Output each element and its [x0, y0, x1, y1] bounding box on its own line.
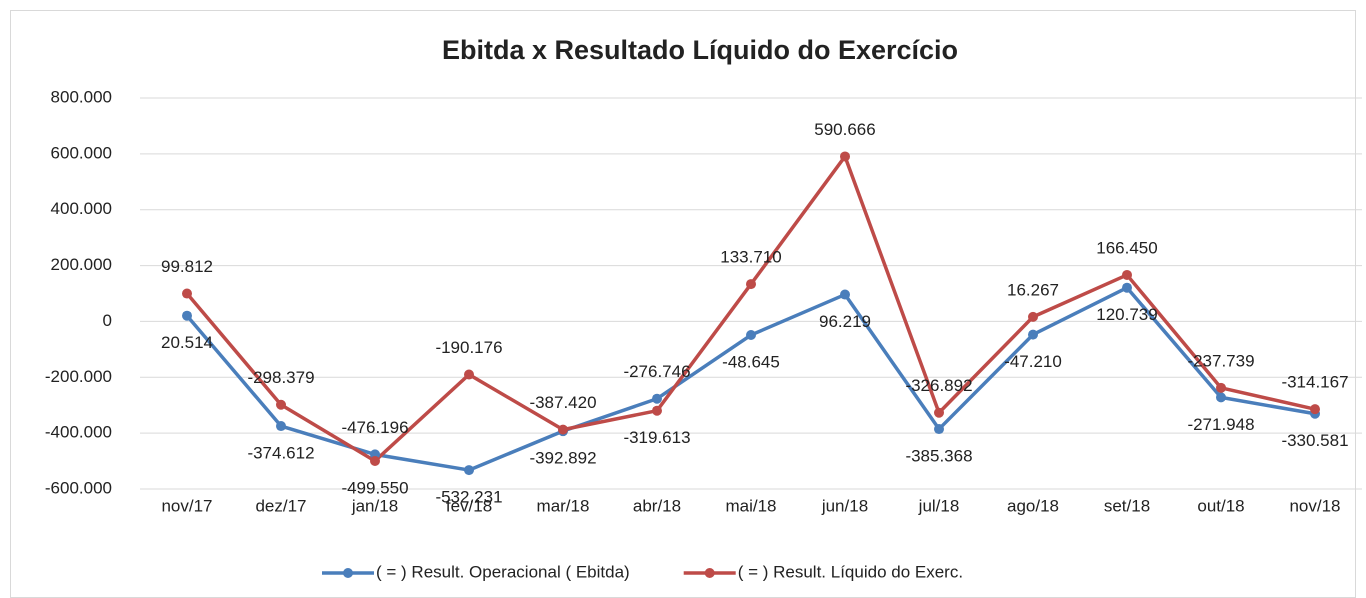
x-tick-label: out/18 [1197, 496, 1244, 515]
data-point [276, 421, 286, 432]
x-tick-label: mar/18 [537, 496, 590, 515]
data-point [840, 289, 850, 300]
legend-marker [704, 568, 715, 578]
data-point [1216, 392, 1226, 403]
x-tick-label: ago/18 [1007, 496, 1059, 515]
data-label: -532.231 [435, 488, 502, 507]
data-point [1122, 282, 1132, 293]
data-label: -326.892 [905, 376, 972, 395]
chart-title: Ebitda x Resultado Líquido do Exercício [442, 35, 958, 65]
data-label: -374.612 [247, 444, 314, 463]
x-tick-label: fev/18 [446, 496, 492, 515]
x-tick-label: nov/18 [1289, 496, 1340, 515]
data-label: 99.812 [161, 257, 213, 276]
data-label: -330.581 [1281, 431, 1348, 450]
x-tick-label: dez/17 [255, 496, 306, 515]
data-point [934, 424, 944, 435]
y-tick-label: 600.000 [51, 143, 112, 162]
data-label: -499.550 [341, 478, 408, 497]
data-label: -48.645 [722, 352, 780, 371]
y-tick-label: 0 [103, 311, 112, 330]
data-label: -47.210 [1004, 352, 1062, 371]
data-label: -476.196 [341, 418, 408, 437]
x-tick-label: jan/18 [351, 496, 398, 515]
data-label: -276.746 [623, 362, 690, 381]
data-label: 590.666 [814, 120, 875, 139]
data-point [464, 369, 474, 380]
data-point [1310, 404, 1320, 415]
y-tick-label: 400.000 [51, 199, 112, 218]
legend-label: ( = ) Result. Operacional ( Ebitda) [376, 562, 630, 581]
data-label: 133.710 [720, 248, 781, 267]
data-point [558, 424, 568, 435]
data-point [182, 288, 192, 299]
x-tick-label: set/18 [1104, 496, 1150, 515]
data-label: -387.420 [529, 393, 596, 412]
x-tick-label: jun/18 [821, 496, 868, 515]
data-label: -237.739 [1187, 351, 1254, 370]
data-point [464, 465, 474, 476]
legend-marker [343, 568, 353, 578]
data-label: -190.176 [435, 338, 502, 357]
x-tick-label: nov/17 [161, 496, 212, 515]
legend-label: ( = ) Result. Líquido do Exerc. [738, 562, 963, 581]
data-label: 96.219 [819, 312, 871, 331]
data-point [652, 393, 662, 404]
y-tick-label: 200.000 [51, 255, 112, 274]
data-point [1028, 329, 1038, 340]
data-point [182, 310, 192, 321]
data-label: -271.948 [1187, 415, 1254, 434]
data-point [276, 399, 286, 410]
y-tick-label: -200.000 [45, 367, 112, 386]
data-point [746, 330, 756, 341]
data-label: 20.514 [161, 333, 213, 352]
data-point [1216, 382, 1226, 393]
y-tick-label: -600.000 [45, 478, 112, 497]
y-tick-label: -400.000 [45, 423, 112, 442]
x-tick-label: jul/18 [918, 496, 960, 515]
data-point [1028, 311, 1038, 322]
data-label: -319.613 [623, 428, 690, 447]
y-tick-label: 800.000 [51, 87, 112, 106]
data-label: 16.267 [1007, 280, 1059, 299]
data-label: -392.892 [529, 449, 596, 468]
chart-border [10, 10, 1356, 598]
data-point [652, 405, 662, 416]
x-tick-label: abr/18 [633, 496, 681, 515]
data-point [746, 279, 756, 290]
data-label: -385.368 [905, 447, 972, 466]
data-label: -298.379 [247, 368, 314, 387]
x-tick-label: mai/18 [725, 496, 776, 515]
data-label: 166.450 [1096, 238, 1157, 257]
data-label: -314.167 [1281, 373, 1348, 392]
data-label: 120.739 [1096, 305, 1157, 324]
data-point [934, 407, 944, 418]
data-point [840, 151, 850, 162]
data-point [370, 455, 380, 466]
data-point [1122, 269, 1132, 280]
